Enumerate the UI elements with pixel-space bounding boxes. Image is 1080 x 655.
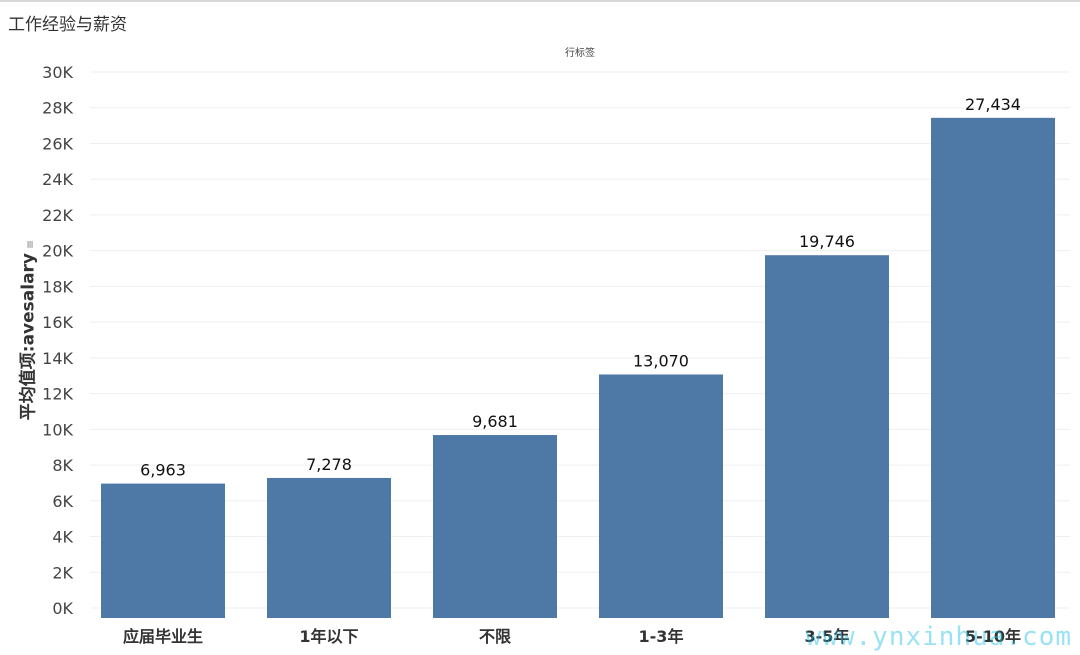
column-header: 行标签 [565,48,595,59]
y-tick-label: 22K [42,206,73,225]
bar[interactable] [599,374,723,618]
y-tick-label: 14K [42,349,73,368]
y-tick-label: 0K [52,599,73,618]
value-labels: 6,963 7,278 9,681 13,070 19,746 27,434 [140,95,1021,480]
x-category-label: 1年以下 [299,627,358,646]
y-tick-label: 2K [52,563,73,582]
y-tick-label: 10K [42,420,73,439]
bars [101,117,1055,619]
y-tick-label: 12K [42,385,73,404]
y-axis-ticks: 0K 2K 4K 6K 8K 10K 12K 14K 16K 18K 20K 22K 24K 26K 28K… [42,63,73,618]
x-category-label: 应届毕业生 [123,627,203,646]
watermark: www.ynxinhua.com [805,622,1072,652]
bar[interactable] [931,117,1055,619]
bar-value-label: 9,681 [472,412,518,431]
bar-value-label: 19,746 [799,232,855,251]
y-tick-label: 24K [42,170,73,189]
gridlines [90,71,1070,609]
x-category-label: 5-10年 [965,627,1021,646]
bar-value-label: 6,963 [140,461,186,480]
bar[interactable] [765,255,889,618]
bar[interactable] [433,435,557,618]
x-category-label: 1-3年 [639,627,684,646]
x-category-label: 不限 [479,627,512,646]
bar[interactable] [101,483,225,618]
y-tick-label: 16K [42,313,73,332]
chart-title: 工作经验与薪资 [8,15,127,35]
y-tick-label: 26K [42,134,73,153]
x-category-label: 3-5年 [805,627,850,646]
x-axis-labels: 应届毕业生 1年以下 不限 1-3年 3-5年 5-10年 [123,627,1021,646]
bar[interactable] [267,477,391,618]
bar-value-label: 27,434 [965,95,1021,114]
y-tick-label: 20K [42,242,73,261]
y-tick-label: 30K [42,63,73,82]
y-tick-label: 28K [42,99,73,118]
y-tick-label: 6K [52,492,73,511]
y-tick-label: 18K [42,277,73,296]
top-rule [0,0,1080,2]
y-tick-label: 4K [52,528,73,547]
bar-value-label: 13,070 [633,351,689,370]
bar-value-label: 7,278 [306,455,352,474]
y-tick-label: 8K [52,456,73,475]
